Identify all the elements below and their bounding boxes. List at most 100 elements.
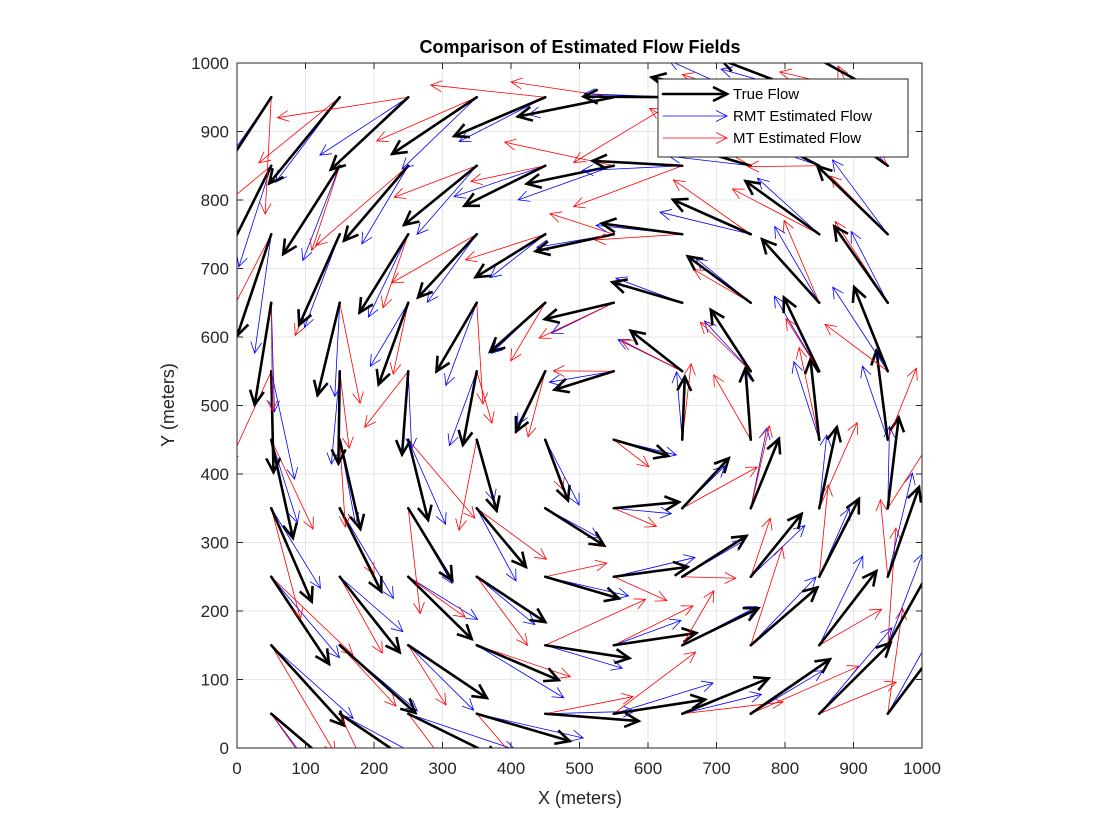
rmt-arrow [270, 644, 354, 719]
chart-title: Comparison of Estimated Flow Fields [419, 37, 740, 57]
rmt-arrow [544, 644, 624, 671]
rmt-arrow [270, 507, 321, 589]
y-tick-label: 800 [201, 191, 229, 210]
true-flow-arrow [237, 95, 273, 153]
x-tick-label: 1000 [903, 759, 941, 778]
true-flow-arrow [851, 284, 890, 373]
x-tick-label: 0 [232, 759, 241, 778]
rmt-arrow [831, 159, 889, 235]
mt-arrow [782, 219, 820, 304]
true-flow-arrow [475, 506, 528, 570]
mt-arrow [237, 233, 272, 314]
rmt-arrow [416, 165, 478, 235]
rmt-arrow [407, 713, 515, 748]
mt-arrow [407, 576, 466, 618]
true-flow-arrow [328, 95, 410, 172]
true-flow-arrow [628, 328, 684, 373]
rmt-arrow [756, 177, 820, 235]
rmt-arrow [329, 302, 342, 398]
rmt-arrow [671, 371, 684, 441]
true-flow-arrow [760, 237, 821, 305]
rmt-arrow [405, 370, 417, 450]
true-flow-arrow [612, 438, 672, 460]
y-tick-label: 0 [220, 739, 229, 758]
true-flow-arrow [685, 254, 753, 305]
mt-arrow [875, 498, 889, 578]
rmt-arrow [703, 320, 752, 372]
true-flow-arrow [817, 568, 879, 647]
mt-arrow [339, 713, 357, 748]
mt-arrow [237, 370, 272, 458]
true-flow-arrow [342, 164, 410, 243]
mt-arrow [429, 80, 546, 98]
mt-arrow [270, 439, 314, 530]
mt-arrow [681, 589, 715, 646]
true-flow-arrow [523, 164, 616, 190]
rmt-arrow [476, 576, 536, 626]
true-flow-arrow [598, 217, 684, 236]
mt-arrow [824, 323, 889, 372]
mt-arrow [339, 370, 354, 450]
mt-arrow [270, 576, 354, 656]
legend-label: MT Estimated Flow [733, 130, 861, 147]
rmt-arrow [361, 165, 409, 245]
y-tick-label: 100 [201, 671, 229, 690]
true-flow-arrow [269, 438, 298, 541]
true-flow-arrow [267, 95, 342, 186]
x-tick-label: 600 [634, 759, 662, 778]
rmt-arrow [444, 302, 478, 387]
rmt-arrow [250, 233, 272, 354]
y-tick-label: 400 [201, 465, 229, 484]
mt-arrow [887, 454, 922, 509]
x-tick-label: 800 [771, 759, 799, 778]
true-flow-arrow [248, 301, 273, 408]
true-flow-arrow [612, 560, 691, 579]
true-flow-arrow [269, 643, 347, 728]
mt-arrow [237, 165, 272, 195]
mt-arrow [795, 346, 820, 441]
rmt-arrow [750, 524, 806, 578]
rmt-arrow [268, 302, 280, 413]
mt-arrow [746, 160, 820, 173]
mt-arrow [544, 693, 634, 715]
mt-arrow [258, 96, 341, 164]
x-tick-label: 400 [497, 759, 525, 778]
mt-arrow [552, 365, 615, 377]
true-flow-arrow [749, 585, 820, 647]
mt-arrow [455, 439, 478, 532]
true-flow-arrow [543, 643, 633, 665]
true-flow-arrow [749, 436, 782, 510]
true-flow-arrow [817, 640, 893, 716]
mt-arrow [510, 77, 615, 98]
true-flow-arrow [749, 511, 804, 579]
mt-arrow [538, 302, 615, 339]
mt-arrow [572, 165, 683, 209]
mt-arrow [613, 605, 694, 646]
mt-arrow [270, 644, 335, 748]
rmt-arrow [476, 644, 565, 699]
mt-arrow [525, 370, 546, 438]
mt-arrow [544, 559, 608, 578]
ticks: 0 100 200 300 400 500 600 700 800 900 1000 0 100 200 3… [191, 54, 941, 778]
rmt-arrow [613, 506, 673, 519]
true-flow-arrow [709, 307, 753, 373]
rmt-arrow [489, 233, 546, 279]
true-flow-arrow [886, 665, 922, 716]
true-flow-arrow [886, 414, 906, 510]
true-flow-arrow [815, 164, 890, 236]
y-tick-label: 600 [201, 328, 229, 347]
mt-arrow [476, 576, 528, 646]
rmt-arrow [407, 576, 479, 620]
rmt-arrow [750, 576, 817, 646]
rmt-arrow [774, 225, 820, 304]
true-flow-arrow [803, 356, 821, 442]
legend-label: True Flow [733, 86, 799, 103]
mt-arrow [407, 644, 447, 706]
true-flow-arrow [281, 164, 342, 257]
true-flow-arrow [543, 575, 622, 603]
true-flow-arrow [487, 301, 547, 354]
y-tick-label: 500 [201, 397, 229, 416]
rmt-arrow [237, 165, 272, 268]
rmt-arrow [447, 370, 478, 447]
rmt-arrow [270, 576, 341, 659]
